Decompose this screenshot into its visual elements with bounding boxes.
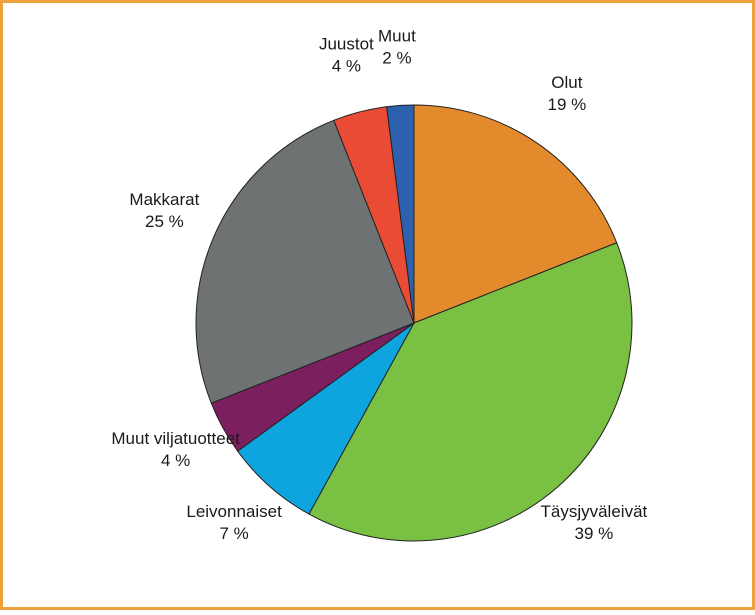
pie-slice bbox=[386, 104, 415, 324]
slice-value-label: 2 % bbox=[382, 49, 411, 68]
slice-label: Täysjyväleivät bbox=[540, 502, 647, 521]
slice-label: Muut bbox=[378, 27, 416, 46]
slice-value-label: 4 % bbox=[161, 451, 190, 470]
slice-label: Leivonnaiset bbox=[186, 502, 282, 521]
slice-label: Muut viljatuotteet bbox=[111, 429, 240, 448]
pie-slice bbox=[195, 119, 415, 404]
pie-slice bbox=[308, 242, 633, 542]
slice-label: Olut bbox=[551, 73, 582, 92]
slice-value-label: 25 % bbox=[145, 212, 184, 231]
slice-value-label: 4 % bbox=[332, 57, 361, 76]
slice-value-label: 7 % bbox=[219, 524, 248, 543]
pie-slice bbox=[413, 104, 618, 324]
slice-label: Makkarat bbox=[129, 190, 199, 209]
slice-value-label: 19 % bbox=[548, 95, 587, 114]
slice-label: Juustot bbox=[319, 35, 374, 54]
slice-value-label: 39 % bbox=[575, 524, 614, 543]
